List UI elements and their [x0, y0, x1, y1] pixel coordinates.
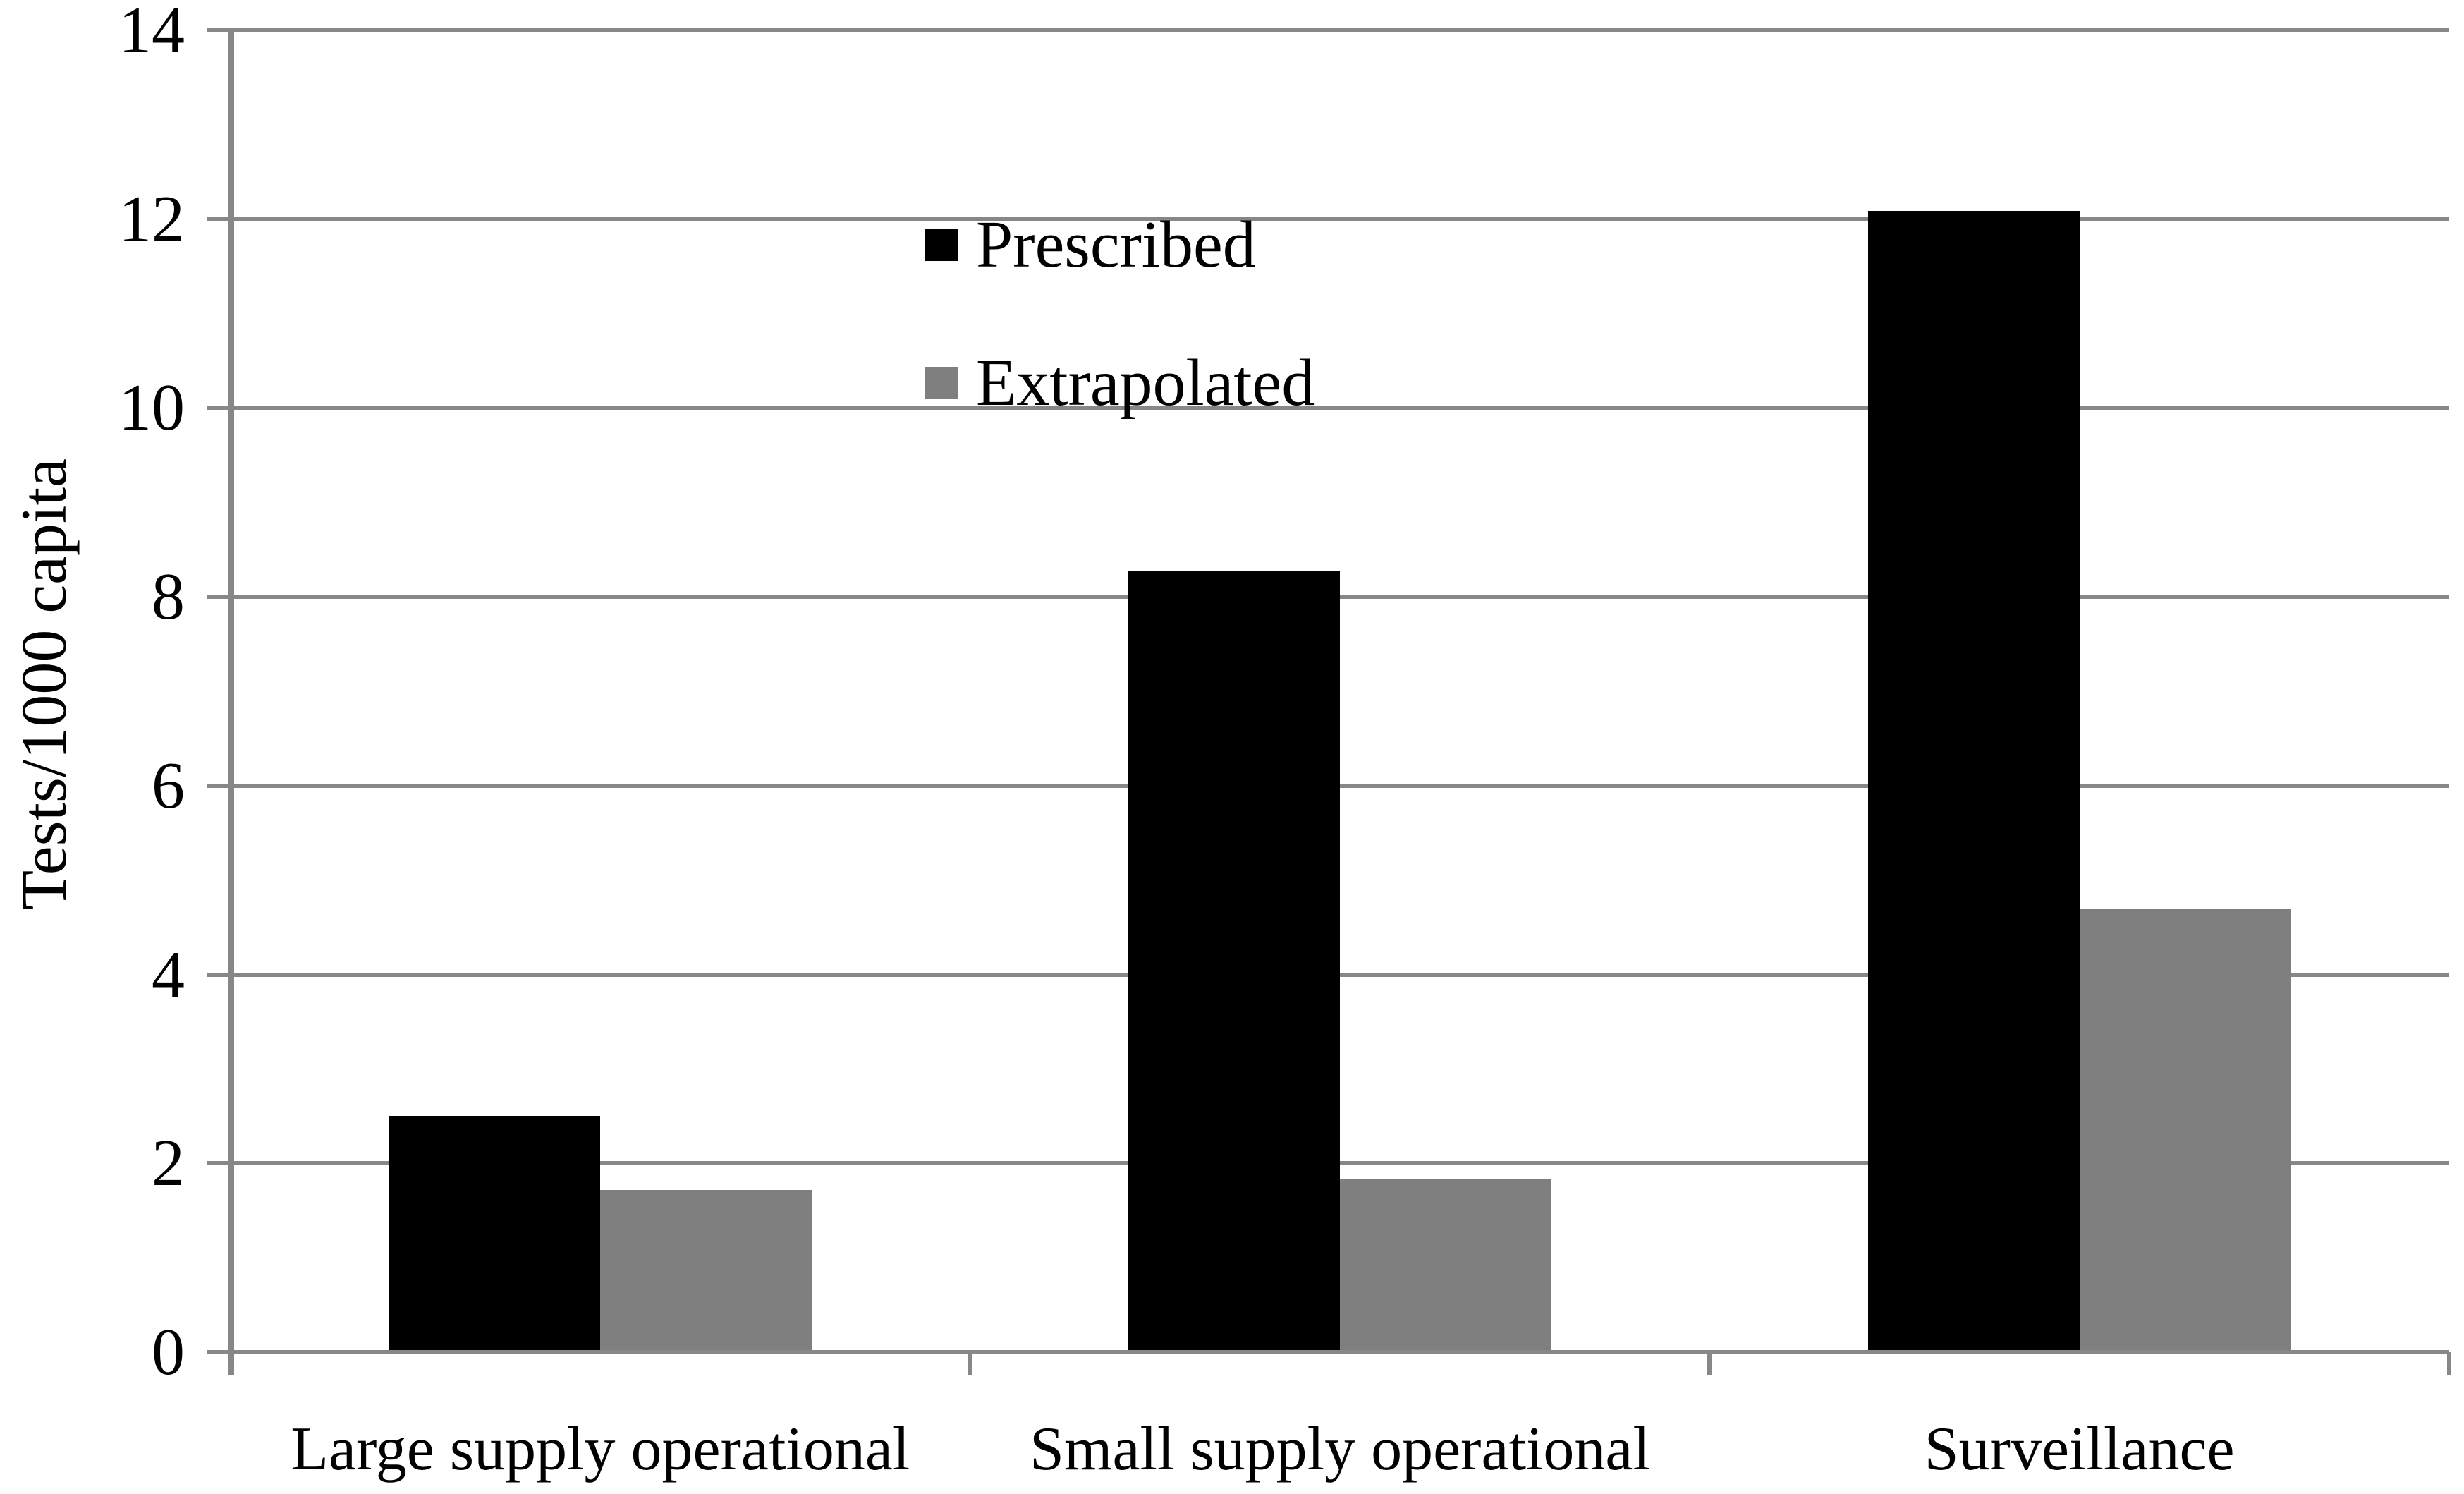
y-tick-labels: 0 2 4 6 8 10 12 14 [0, 0, 185, 1494]
gridline-0 [231, 1350, 2449, 1354]
x-tick-label-small-supply-operational: Small supply operational [1030, 1415, 1650, 1483]
x-axis-boundary-tick-3 [2447, 1352, 2451, 1375]
y-tick-12 [207, 217, 228, 221]
y-tick-label-0: 0 [152, 1316, 185, 1389]
extrapolated-swatch-icon [925, 367, 958, 399]
legend: Prescribed Extrapolated [925, 211, 1315, 487]
x-tick-label-surveillance: Surveillance [1924, 1415, 2235, 1483]
y-tick-10 [207, 406, 228, 411]
gridline-4 [231, 972, 2449, 977]
legend-item-prescribed: Prescribed [925, 211, 1315, 279]
bar-extrapolated-small-supply-operational [1340, 1178, 1551, 1354]
y-tick-0 [207, 1350, 228, 1354]
gridline-6 [231, 783, 2449, 788]
gridline-8 [231, 595, 2449, 600]
y-tick-label-10: 10 [118, 371, 185, 445]
y-tick-2 [207, 1161, 228, 1166]
x-tick-label-large-supply-operational: Large supply operational [291, 1415, 910, 1483]
bar-prescribed-small-supply-operational [1128, 570, 1340, 1354]
bar-extrapolated-large-supply-operational [600, 1189, 812, 1354]
y-tick-label-6: 6 [152, 748, 185, 822]
x-tick-labels: Large supply operational Small supply ope… [231, 1411, 2449, 1488]
y-tick-label-4: 4 [152, 937, 185, 1012]
legend-label-prescribed: Prescribed [976, 208, 1256, 281]
y-tick-6 [207, 783, 228, 788]
y-tick-14 [207, 28, 228, 32]
legend-label-extrapolated: Extrapolated [976, 346, 1315, 420]
x-axis-boundary-tick-1 [968, 1352, 972, 1375]
y-tick-label-12: 12 [118, 182, 185, 256]
plot-area: Prescribed Extrapolated [207, 28, 2451, 1375]
y-tick-label-14: 14 [118, 0, 185, 67]
gridline-10 [231, 406, 2449, 411]
y-tick-label-2: 2 [152, 1126, 185, 1201]
y-axis-line [228, 28, 234, 1375]
x-axis-boundary-tick-2 [1707, 1352, 1712, 1375]
prescribed-swatch-icon [925, 229, 958, 261]
bar-prescribed-large-supply-operational [389, 1116, 601, 1354]
gridline-2 [231, 1161, 2449, 1166]
bar-extrapolated-surveillance [2079, 908, 2291, 1354]
gridline-14 [231, 28, 2449, 32]
y-tick-8 [207, 595, 228, 600]
bar-prescribed-surveillance [1867, 210, 2080, 1354]
y-tick-label-8: 8 [152, 560, 185, 634]
gridline-12 [231, 217, 2449, 221]
y-tick-4 [207, 972, 228, 977]
legend-item-extrapolated: Extrapolated [925, 349, 1315, 417]
